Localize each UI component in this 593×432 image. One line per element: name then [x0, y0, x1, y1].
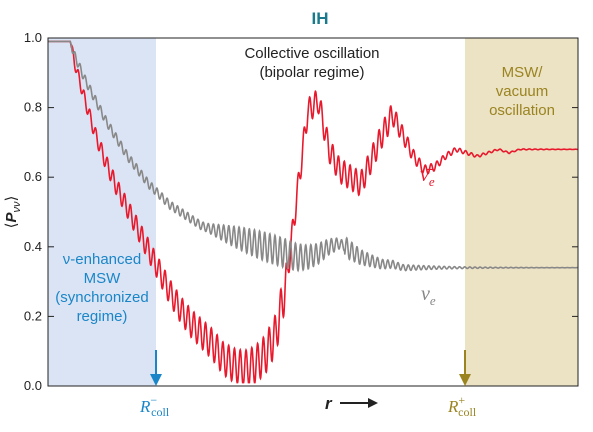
- series-label-nue-text: νe: [421, 283, 436, 308]
- series-nue-line: [48, 40, 579, 273]
- r-coll-minus-label: R− coll: [139, 393, 170, 419]
- x-axis-label: r: [325, 394, 378, 413]
- y-tick-label: 1.0: [24, 30, 42, 45]
- series-antinue-line: [48, 40, 579, 384]
- plot-frame: [47, 37, 579, 387]
- r-coll-plus-arrow-head: [459, 374, 471, 386]
- sync-line-1: ν-enhanced: [63, 251, 141, 268]
- synchronized-region: [48, 38, 156, 386]
- msw-region: [465, 38, 578, 386]
- r-coll-minus-arrow-head: [150, 374, 162, 386]
- synchronized-annotation: ν-enhanced MSW (synchronized regime): [55, 251, 148, 325]
- bipolar-line-2: (bipolar regime): [259, 64, 364, 81]
- msw-line-2: vacuum: [496, 83, 549, 100]
- sync-line-4: regime): [77, 308, 128, 325]
- y-axis-label: ⟨Pνν⟩: [3, 196, 23, 229]
- y-tick-label: 0.6: [24, 169, 42, 184]
- bipolar-annotation: Collective oscillation (bipolar regime): [244, 45, 379, 81]
- series-layer: [48, 40, 579, 384]
- msw-line-3: oscillation: [489, 102, 555, 119]
- sync-line-2: MSW: [84, 270, 122, 287]
- y-tick-label: 0.8: [24, 100, 42, 115]
- sync-line-3: (synchronized: [55, 289, 148, 306]
- y-axis-label-text: ⟨Pνν⟩: [3, 196, 23, 229]
- r-coll-minus-marker: R− coll: [139, 350, 170, 419]
- y-tick-label: 0.0: [24, 378, 42, 393]
- y-tick-label: 0.4: [24, 239, 42, 254]
- msw-annotation: MSW/ vacuum oscillation: [489, 64, 555, 119]
- r-coll-plus-label: R+ coll: [447, 393, 477, 419]
- msw-line-1: MSW/: [502, 64, 544, 81]
- x-axis-label-text: r: [325, 394, 333, 413]
- x-axis-arrow-head: [368, 398, 378, 408]
- r-coll-plus-marker: R+ coll: [447, 350, 477, 419]
- chart-title: IH: [312, 9, 329, 28]
- y-tick-label: 0.2: [24, 308, 42, 323]
- bipolar-line-1: Collective oscillation: [244, 45, 379, 62]
- series-label-nue: νe: [421, 283, 436, 308]
- y-axis-ticks: 0.0 0.2 0.4 0.6 0.8 1.0: [24, 30, 578, 393]
